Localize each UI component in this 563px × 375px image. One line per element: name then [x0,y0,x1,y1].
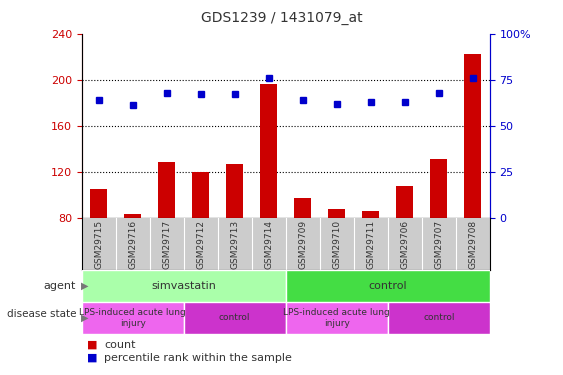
Bar [260,84,277,218]
Text: control: control [423,314,454,322]
Text: GSM29711: GSM29711 [367,220,376,269]
Bar [82,302,184,334]
Bar [285,302,388,334]
Bar [388,302,490,334]
Bar [124,214,141,217]
Bar [192,172,209,217]
Text: ▶: ▶ [81,281,88,291]
Bar [82,270,285,302]
Text: GSM29710: GSM29710 [332,220,341,269]
Bar [226,164,243,218]
Bar [158,162,175,218]
Bar [430,159,447,218]
Text: GSM29716: GSM29716 [128,220,137,269]
Bar [294,198,311,217]
Text: LPS-induced acute lung
injury: LPS-induced acute lung injury [283,308,390,327]
Text: GSM29714: GSM29714 [264,220,273,269]
Bar [285,270,490,302]
Bar [328,210,345,218]
Bar [464,54,481,217]
Text: LPS-induced acute lung
injury: LPS-induced acute lung injury [79,308,186,327]
Text: control: control [368,281,407,291]
Text: GSM29709: GSM29709 [298,220,307,269]
Bar [396,186,413,218]
Bar [362,211,379,218]
Text: GSM29717: GSM29717 [162,220,171,269]
Bar [184,302,286,334]
Text: GDS1239 / 1431079_at: GDS1239 / 1431079_at [200,11,363,25]
Text: control: control [219,314,251,322]
Text: GSM29713: GSM29713 [230,220,239,269]
Text: ■: ■ [87,340,98,350]
Bar [90,189,107,218]
Text: GSM29706: GSM29706 [400,220,409,269]
Text: GSM29715: GSM29715 [94,220,103,269]
Text: count: count [104,340,136,350]
Text: ■: ■ [87,353,98,363]
Text: GSM29712: GSM29712 [196,220,205,269]
Text: simvastatin: simvastatin [151,281,216,291]
Text: GSM29708: GSM29708 [468,220,477,269]
Text: agent: agent [43,281,76,291]
Text: GSM29707: GSM29707 [434,220,443,269]
Text: percentile rank within the sample: percentile rank within the sample [104,353,292,363]
Text: disease state: disease state [7,309,76,319]
Text: ▶: ▶ [81,313,88,323]
